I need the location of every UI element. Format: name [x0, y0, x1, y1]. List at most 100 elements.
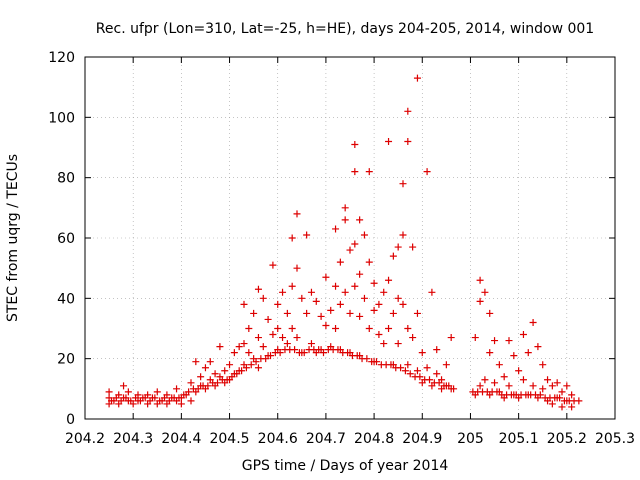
x-tick-label: 204.4	[161, 431, 201, 447]
data-point	[141, 394, 149, 402]
data-point	[192, 358, 200, 366]
x-tick-label: 205	[457, 431, 484, 447]
data-point	[254, 285, 262, 293]
data-point	[332, 282, 340, 290]
data-point	[500, 373, 508, 381]
data-point	[315, 346, 323, 354]
x-tick-label: 205.3	[595, 431, 635, 447]
y-tick-label: 20	[57, 352, 75, 368]
data-point	[274, 300, 282, 308]
data-point	[279, 288, 287, 296]
data-point	[298, 294, 306, 302]
data-point	[252, 358, 260, 366]
data-point	[548, 400, 556, 408]
data-point	[351, 140, 359, 148]
data-point	[360, 294, 368, 302]
y-tick-label: 80	[57, 171, 75, 187]
data-point	[303, 231, 311, 239]
data-point	[108, 397, 115, 405]
data-point	[406, 370, 414, 378]
data-point	[303, 309, 311, 317]
chart-title: Rec. ufpr (Lon=310, Lat=-25, h=HE), days…	[96, 21, 594, 37]
data-point	[238, 367, 246, 375]
data-point	[245, 349, 253, 357]
data-point	[385, 325, 393, 332]
data-point	[445, 382, 453, 390]
data-point	[283, 340, 291, 348]
data-point	[409, 243, 417, 251]
data-point	[471, 334, 479, 342]
data-point	[447, 334, 455, 342]
data-point	[259, 343, 267, 351]
data-point	[122, 394, 130, 402]
data-point	[450, 385, 458, 393]
y-axis: 0 20 40 60 80 100 120	[48, 50, 615, 428]
data-point	[558, 403, 566, 411]
data-point	[423, 168, 431, 176]
data-point	[356, 270, 364, 278]
x-tick-label: 204.3	[113, 431, 153, 447]
data-point	[259, 294, 267, 302]
y-tick-label: 120	[48, 50, 75, 66]
data-point	[262, 355, 270, 363]
data-point	[539, 361, 547, 369]
data-point	[515, 367, 523, 375]
data-point	[146, 397, 154, 405]
data-points	[105, 74, 583, 411]
x-tick-label: 204.9	[402, 431, 442, 447]
data-point	[201, 364, 209, 372]
data-point	[404, 107, 412, 115]
y-axis-label: STEC from uqrg / TECUs	[5, 154, 21, 322]
data-point	[105, 388, 113, 396]
data-point	[351, 168, 359, 176]
data-point	[267, 352, 274, 360]
data-point	[187, 397, 195, 405]
data-point	[375, 300, 383, 308]
data-point	[365, 168, 373, 176]
data-point	[404, 325, 412, 332]
data-point	[373, 358, 380, 366]
y-tick-label: 0	[66, 412, 75, 428]
data-point	[127, 397, 135, 405]
data-point	[529, 318, 537, 326]
data-point	[351, 240, 359, 248]
data-point	[418, 349, 426, 357]
data-point	[320, 349, 327, 357]
data-point	[380, 288, 388, 296]
data-point	[389, 309, 397, 317]
data-point	[283, 309, 291, 317]
data-point	[165, 397, 173, 405]
data-point	[288, 325, 296, 332]
data-point	[356, 312, 364, 320]
data-point	[336, 300, 344, 308]
data-point	[505, 382, 513, 390]
data-point	[385, 137, 393, 145]
data-point	[353, 352, 361, 360]
data-point	[228, 373, 236, 381]
data-point	[117, 397, 125, 405]
data-point	[394, 340, 402, 348]
data-point	[346, 309, 354, 317]
data-point	[433, 370, 441, 378]
data-point	[293, 210, 301, 218]
data-point	[341, 216, 349, 224]
data-point	[317, 312, 325, 320]
data-point	[360, 231, 368, 239]
data-point	[151, 394, 159, 402]
data-point	[529, 382, 537, 390]
data-point	[185, 388, 193, 396]
data-point	[365, 325, 373, 332]
data-point	[175, 394, 183, 402]
data-point	[136, 397, 144, 405]
data-point	[173, 385, 181, 393]
data-point	[416, 373, 424, 381]
data-point	[486, 309, 494, 317]
data-point	[481, 288, 489, 296]
data-point	[413, 309, 421, 317]
data-point	[161, 394, 168, 402]
data-point	[491, 379, 499, 387]
data-point	[556, 394, 564, 402]
data-point	[524, 349, 532, 357]
data-point	[264, 315, 272, 323]
